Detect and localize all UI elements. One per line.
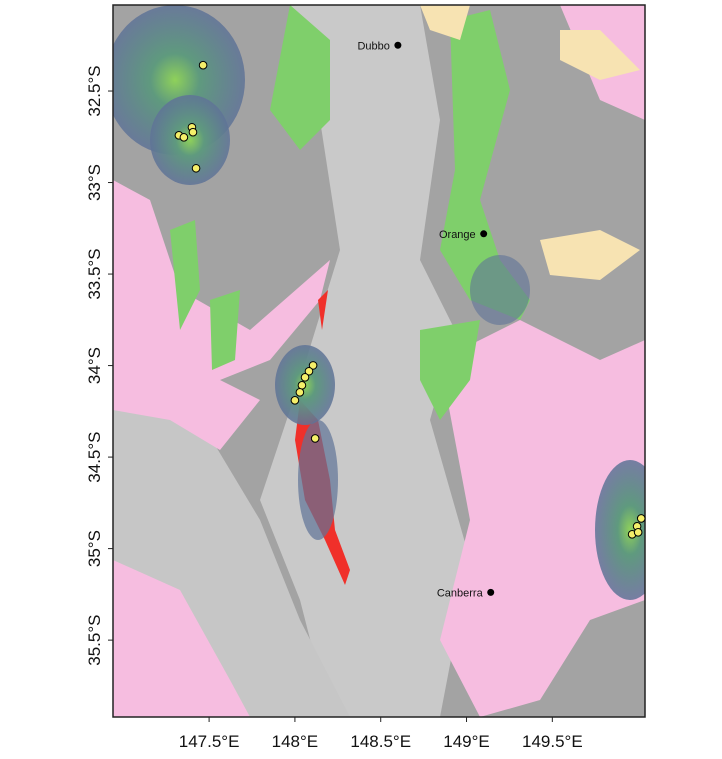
city-label: Canberra	[437, 587, 484, 599]
green-region	[170, 220, 240, 370]
occurrence-point	[300, 372, 310, 382]
city-marker	[487, 588, 495, 596]
occurrence-point	[308, 361, 318, 370]
occurrence-point	[310, 434, 320, 443]
pink-region	[440, 320, 645, 717]
y-tick-label: 34.5°S	[85, 431, 104, 482]
occurrence-point	[304, 366, 314, 376]
y-tick-label: 33.5°S	[85, 248, 104, 299]
y-tick-label: 32.5°S	[85, 65, 104, 116]
suitability-halo	[150, 95, 230, 185]
occurrence-point	[633, 528, 643, 537]
occurrence-point	[295, 387, 305, 397]
x-tick-label: 149.5°E	[522, 732, 583, 751]
occurrence-point	[179, 133, 189, 142]
map-layers	[113, 5, 645, 717]
occurrence-point	[191, 163, 201, 173]
city-label: Orange	[439, 229, 476, 241]
occurrence-point	[198, 60, 208, 70]
city-marker	[394, 41, 402, 49]
occurrence-point	[290, 396, 300, 405]
occurrence-point	[636, 514, 646, 523]
y-tick-label: 35.5°S	[85, 615, 104, 666]
x-tick-label: 147.5°E	[179, 732, 240, 751]
green-region	[440, 10, 530, 320]
x-tick-label: 148.5°E	[350, 732, 411, 751]
x-tick-label: 149°E	[443, 732, 490, 751]
occurrence-point	[188, 127, 198, 137]
y-tick-label: 35°S	[85, 530, 104, 567]
green-region	[420, 320, 480, 420]
city-marker	[480, 230, 488, 238]
suitability-halo	[595, 460, 645, 600]
map-frame	[112, 4, 646, 718]
pink-region	[113, 560, 250, 717]
light-region	[260, 5, 470, 717]
y-tick-label: 34°S	[85, 347, 104, 384]
suitability-halo	[470, 255, 530, 325]
x-tick-label: 148°E	[272, 732, 319, 751]
occurrence-point	[297, 381, 307, 390]
tan-region	[420, 5, 640, 280]
suitability-halo	[298, 420, 338, 540]
green-region	[270, 5, 330, 150]
city-label: Dubbo	[357, 40, 389, 52]
y-tick-label: 33°S	[85, 164, 104, 201]
